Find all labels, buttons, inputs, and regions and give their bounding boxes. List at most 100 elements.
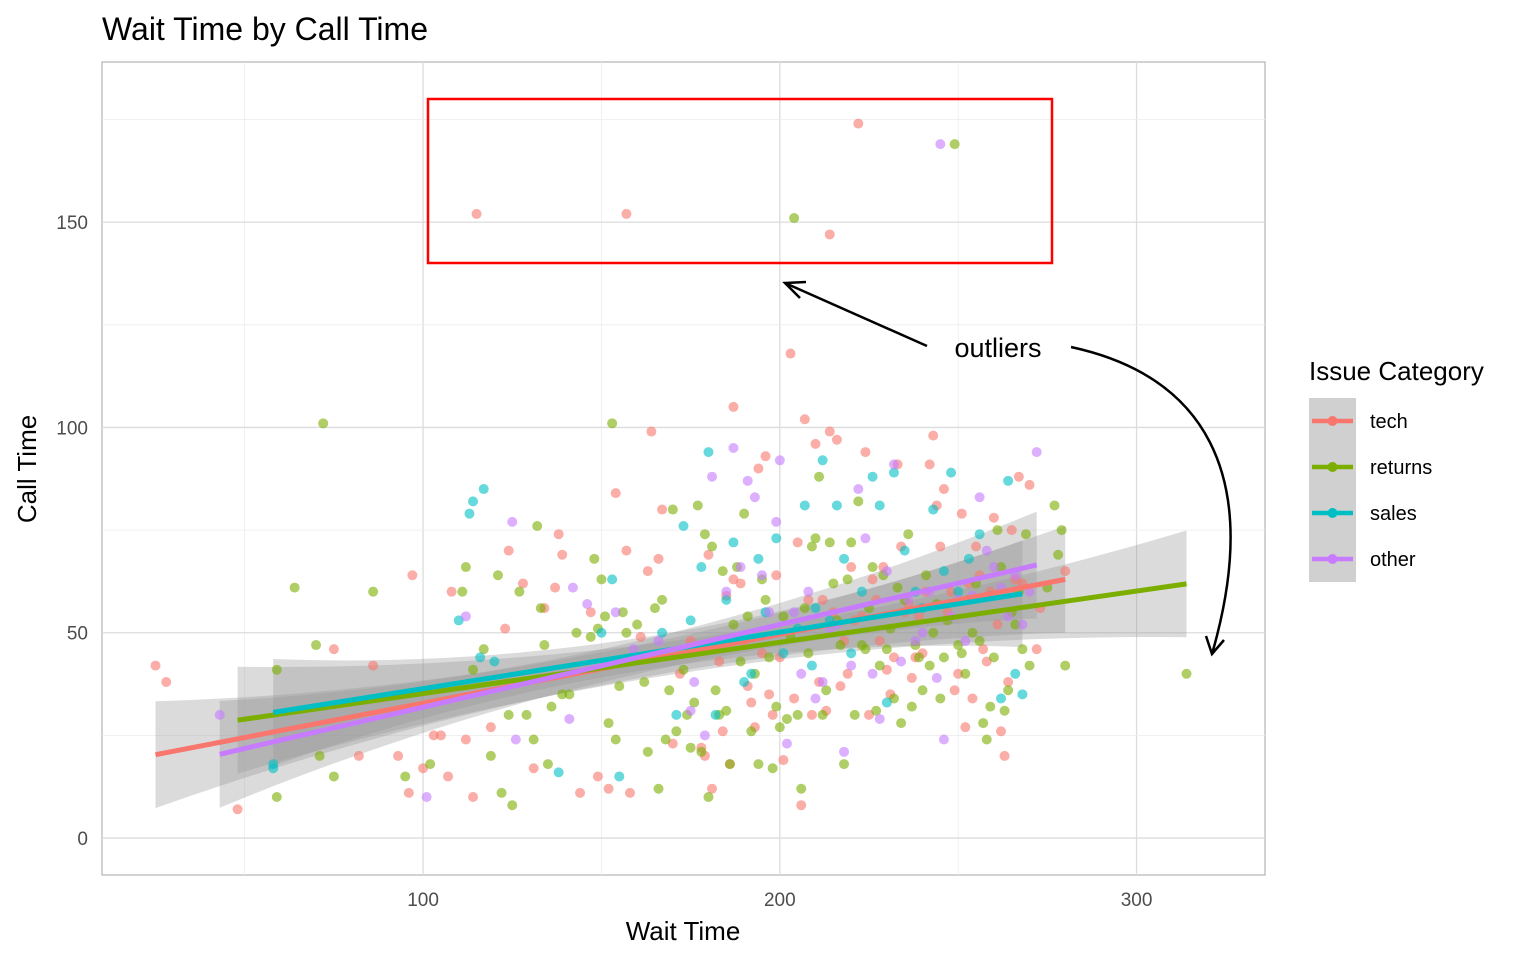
y-tick-label: 50 (67, 624, 88, 645)
data-point-other (628, 644, 639, 655)
data-point-returns (735, 656, 746, 667)
data-point-other (860, 533, 871, 544)
data-point-tech (443, 771, 454, 782)
data-point-returns (642, 746, 653, 757)
data-point-returns (999, 705, 1010, 716)
x-tick-label: 100 (407, 890, 439, 911)
data-point-returns (742, 611, 753, 622)
data-point-returns (535, 603, 546, 614)
data-point-tech (603, 783, 614, 794)
outlier-box (426, 97, 1054, 265)
data-point-tech (642, 566, 653, 577)
data-point-other (510, 734, 521, 745)
data-point-sales (464, 508, 475, 519)
data-point-other (896, 656, 907, 667)
data-point-other (749, 492, 760, 503)
data-point-tech (703, 549, 714, 560)
fit-line-other (219, 562, 1038, 757)
data-point-tech (460, 734, 471, 745)
data-point-returns (607, 418, 618, 429)
data-point-sales (614, 771, 625, 782)
data-point-tech (468, 791, 479, 802)
data-point-sales (478, 484, 489, 495)
data-point-returns (585, 631, 596, 642)
data-point-tech (161, 677, 172, 688)
data-point-returns (289, 582, 300, 593)
data-point-other (789, 607, 800, 618)
data-point-returns (824, 537, 835, 548)
data-point-returns (781, 713, 792, 724)
data-point-tech (764, 689, 775, 700)
data-point-returns (632, 619, 643, 630)
data-point-tech (1060, 566, 1071, 577)
legend-label-other: other (1370, 549, 1416, 571)
data-point-returns (913, 652, 924, 663)
data-point-sales (831, 500, 842, 511)
data-point-other (421, 791, 432, 802)
data-point-other (728, 442, 739, 453)
data-point-returns (425, 759, 436, 770)
data-point-tech (1031, 644, 1042, 655)
data-point-other (1017, 619, 1028, 630)
data-point-tech (435, 730, 446, 741)
data-point-returns (896, 718, 907, 729)
data-point-tech (503, 545, 514, 556)
legend-dot-returns (1327, 462, 1338, 472)
data-point-sales (771, 533, 782, 544)
data-point-sales (607, 574, 618, 585)
outliers-annotation: outliers (954, 333, 1041, 363)
data-point-tech (407, 570, 418, 581)
data-point-other (988, 562, 999, 573)
data-point-returns (542, 759, 553, 770)
data-point-tech (735, 578, 746, 589)
data-point-tech (707, 783, 718, 794)
annotation-arrow-right (1070, 345, 1232, 655)
data-point-returns (318, 418, 329, 429)
data-point-tech (717, 726, 728, 737)
data-point-tech (592, 771, 603, 782)
data-point-sales (996, 693, 1007, 704)
data-point-returns (664, 685, 675, 696)
data-point-sales (899, 545, 910, 556)
data-point-returns (678, 664, 689, 675)
data-point-sales (817, 455, 828, 466)
data-point-tech (232, 804, 243, 815)
data-point-returns (839, 759, 850, 770)
data-point-other (846, 660, 857, 671)
data-points (150, 118, 1192, 815)
plot-panel (101, 61, 1266, 876)
data-point-sales (468, 496, 479, 507)
data-point-sales (268, 759, 279, 770)
data-point-sales (696, 562, 707, 573)
data-point-returns (774, 722, 785, 733)
data-point-returns (810, 533, 821, 544)
data-point-returns (760, 594, 771, 605)
legend-label-returns: returns (1370, 457, 1432, 479)
data-point-sales (810, 603, 821, 614)
data-point-returns (314, 750, 325, 761)
data-point-returns (660, 734, 671, 745)
data-point-returns (610, 734, 621, 745)
data-point-returns (846, 537, 857, 548)
data-point-tech (924, 459, 935, 470)
data-point-sales (938, 566, 949, 577)
data-point-tech (771, 570, 782, 581)
data-point-returns (938, 652, 949, 663)
legend-dot-other (1327, 554, 1338, 564)
data-point-returns (806, 541, 817, 552)
y-tick-label: 100 (56, 418, 88, 439)
data-point-other (874, 713, 885, 724)
data-point-returns (539, 640, 550, 651)
data-point-other (931, 672, 942, 683)
data-point-returns (671, 726, 682, 737)
data-point-other (742, 475, 753, 486)
y-tick-label: 0 (77, 829, 88, 850)
data-point-returns (799, 603, 810, 614)
data-point-returns (935, 693, 946, 704)
data-point-returns (803, 648, 814, 659)
data-point-returns (617, 607, 628, 618)
data-point-tech (796, 800, 807, 811)
data-point-returns (621, 627, 632, 638)
data-point-tech (621, 545, 632, 556)
y-tick-label: 150 (56, 213, 88, 234)
